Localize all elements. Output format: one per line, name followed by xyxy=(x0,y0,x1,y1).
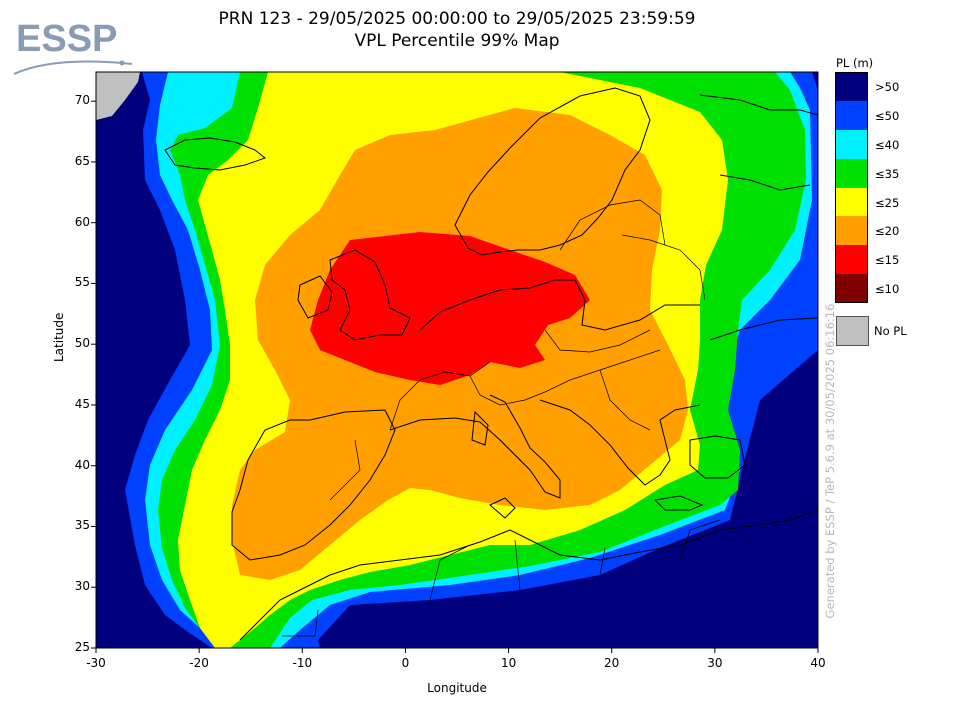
chart-title: PRN 123 - 29/05/2025 00:00:00 to 29/05/2… xyxy=(96,8,818,52)
legend-swatch-le35 xyxy=(836,159,868,188)
legend-label: ≤50 xyxy=(875,109,900,123)
plot-frame xyxy=(95,71,819,649)
x-tick-label: -30 xyxy=(86,656,106,670)
legend-swatch-le20 xyxy=(836,216,868,245)
legend-label: >50 xyxy=(875,80,900,94)
country-borders xyxy=(282,199,721,637)
legend-label: ≤15 xyxy=(875,253,900,267)
title-line-2: VPL Percentile 99% Map xyxy=(354,31,560,51)
y-tick-label: 50 xyxy=(74,336,90,351)
y-tick-label: 60 xyxy=(74,214,90,229)
essp-logo: ESSP xyxy=(14,18,133,75)
legend-label: ≤40 xyxy=(875,138,900,152)
legend-label: ≤20 xyxy=(875,224,900,238)
y-tick-label: 40 xyxy=(74,457,90,472)
coastlines xyxy=(164,87,818,641)
logo-text: ESSP xyxy=(16,18,117,60)
legend-swatch-gt50 xyxy=(836,72,868,101)
x-tick-label: 10 xyxy=(500,656,517,670)
title-line-1: PRN 123 - 29/05/2025 00:00:00 to 29/05/2… xyxy=(218,9,696,29)
x-tick-label: 20 xyxy=(604,656,620,670)
y-tick-label: 65 xyxy=(74,153,90,168)
y-tick-label: 30 xyxy=(74,579,90,594)
legend-swatch-no-pl xyxy=(836,316,869,346)
x-tick-label: 40 xyxy=(810,656,826,670)
legend-title: PL (m) xyxy=(836,56,874,70)
legend-swatch-le50 xyxy=(836,101,868,130)
legend-label: ≤25 xyxy=(875,196,900,210)
x-tick-label: -10 xyxy=(292,656,313,670)
legend-swatch-le40 xyxy=(836,130,868,159)
x-tick-label: 30 xyxy=(707,656,723,670)
y-tick-label: 35 xyxy=(74,518,90,533)
x-axis-label: Longitude xyxy=(427,681,487,695)
generated-by-credit: Generated by ESSP / TeP 5.6.9 at 30/05/2… xyxy=(823,303,837,619)
map-plot-area xyxy=(96,72,818,648)
x-tick-label: 0 xyxy=(401,656,410,670)
legend-swatch-le25 xyxy=(836,188,868,217)
legend-swatch-le15 xyxy=(836,245,868,274)
y-tick-label: 55 xyxy=(74,275,90,290)
y-tick-label: 45 xyxy=(74,396,90,411)
legend-label-no-pl: No PL xyxy=(874,324,907,338)
legend-label: ≤10 xyxy=(875,282,900,296)
x-tick-label: -20 xyxy=(189,656,209,670)
y-tick-label: 70 xyxy=(74,92,90,107)
tick-marks xyxy=(91,100,819,653)
zone-no-pl xyxy=(96,72,140,120)
legend-swatch-le10 xyxy=(836,274,868,303)
y-tick-label: 25 xyxy=(74,640,90,654)
legend-label: ≤35 xyxy=(875,167,900,181)
